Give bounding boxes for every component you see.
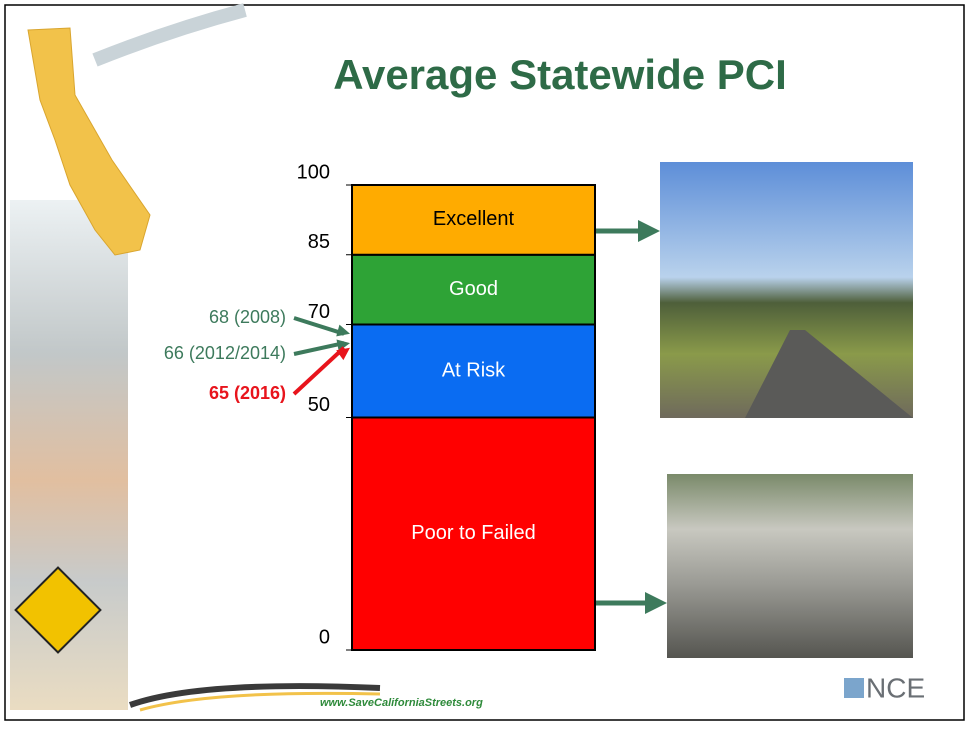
bar-segment (351, 184, 596, 256)
annotation-arrow (292, 346, 346, 396)
road-decoration (92, 3, 247, 67)
y-tick-label: 70 (308, 301, 330, 323)
photo-bad-road (667, 474, 913, 658)
logo-mark (844, 678, 864, 698)
annotation-arrowhead (336, 324, 350, 337)
logo: NCE (866, 672, 925, 703)
bar-segment (351, 323, 596, 419)
road-decoration (139, 691, 381, 712)
y-tick-label: 0 (319, 626, 330, 648)
annotation-arrowhead (336, 339, 350, 352)
annotation-label: 66 (2012/2014) (164, 343, 286, 363)
y-tick-label: 100 (297, 161, 330, 183)
annotation-arrowhead (336, 347, 350, 361)
photo-road (745, 330, 913, 418)
segment-label: Poor to Failed (411, 522, 536, 544)
bike-sign (14, 566, 102, 654)
annotation-label: 65 (2016) (209, 383, 286, 403)
bar-segment (351, 416, 596, 651)
arrow (645, 592, 667, 614)
california-map (27, 27, 151, 256)
segment-label: At Risk (442, 359, 506, 381)
annotation-arrow (293, 341, 345, 356)
segment-label: Excellent (433, 208, 515, 230)
road-decoration (128, 683, 381, 708)
segment-label: Good (449, 278, 498, 300)
website: www.SaveCaliforniaStreets.org (320, 697, 483, 709)
annotation-arrow (293, 316, 345, 336)
y-tick-label: 50 (308, 394, 330, 416)
bar-segment (351, 253, 596, 326)
annotation-label: 68 (2008) (209, 307, 286, 327)
y-tick-label: 85 (308, 231, 330, 253)
arrow (638, 220, 660, 242)
chart-title: Average Statewide PCI (333, 51, 787, 98)
